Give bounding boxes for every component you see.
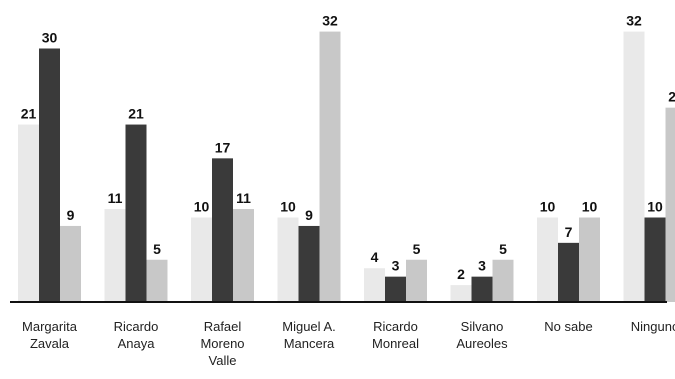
- bar-2-2: [233, 209, 254, 302]
- category-label-line: Anaya: [118, 336, 156, 351]
- bar-6-0: [537, 217, 558, 302]
- value-label-7-0: 32: [626, 13, 642, 29]
- value-label-4-0: 4: [371, 249, 379, 265]
- bar-4-2: [406, 259, 427, 302]
- value-label-0-1: 30: [42, 30, 58, 46]
- bar-3-1: [298, 225, 320, 302]
- bar-5-1: [471, 276, 493, 302]
- category-label-line: Ninguno: [631, 319, 675, 334]
- category-label-0: Margarita Zavala: [22, 319, 78, 351]
- bar-2-0: [191, 217, 212, 302]
- value-label-2-0: 10: [194, 199, 210, 215]
- bar-1-2: [146, 259, 168, 302]
- value-label-4-1: 3: [392, 258, 400, 274]
- category-label-7: Ninguno: [631, 319, 675, 334]
- bar-4-1: [385, 276, 406, 302]
- bar-0-1: [39, 48, 60, 302]
- category-label-line: Valle: [209, 353, 237, 368]
- bar-6-1: [558, 242, 579, 302]
- bar-7-2: [665, 107, 675, 303]
- value-labels-layer: 21309112151017111093243523510710321023: [21, 13, 675, 283]
- value-label-3-1: 9: [305, 207, 313, 223]
- value-label-3-0: 10: [280, 199, 296, 215]
- value-label-6-0: 10: [540, 199, 556, 215]
- value-label-7-1: 10: [647, 199, 663, 215]
- category-label-line: Aureoles: [456, 336, 508, 351]
- bar-5-0: [450, 285, 472, 302]
- value-label-4-2: 5: [413, 241, 421, 257]
- value-label-0-0: 21: [21, 106, 37, 122]
- value-label-1-2: 5: [153, 241, 161, 257]
- value-label-5-1: 3: [478, 258, 486, 274]
- category-label-line: Margarita: [22, 319, 78, 334]
- value-label-1-1: 21: [128, 106, 144, 122]
- bar-0-0: [18, 124, 39, 302]
- category-label-line: Mancera: [284, 336, 335, 351]
- category-label-1: Ricardo Anaya: [114, 319, 159, 351]
- category-label-6: No sabe: [544, 319, 592, 334]
- value-label-2-2: 11: [236, 190, 251, 206]
- value-label-3-2: 32: [322, 13, 338, 29]
- bar-4-0: [364, 268, 385, 302]
- category-label-line: Moreno: [200, 336, 244, 351]
- category-labels-layer: Margarita Zavala Ricardo Anaya Rafael Moreno V…: [22, 319, 675, 368]
- category-label-line: Silvano: [461, 319, 504, 334]
- value-label-6-1: 7: [565, 224, 573, 240]
- category-label-line: Miguel A.: [282, 319, 335, 334]
- category-label-line: Ricardo: [373, 319, 418, 334]
- bar-2-1: [212, 158, 233, 302]
- category-label-line: Zavala: [30, 336, 70, 351]
- bar-1-1: [125, 124, 147, 302]
- category-label-line: Monreal: [372, 336, 419, 351]
- category-label-3: Miguel A. Mancera: [282, 319, 335, 351]
- value-label-1-0: 11: [108, 190, 123, 206]
- value-label-5-0: 2: [457, 266, 465, 282]
- bar-3-2: [319, 31, 341, 302]
- bars-layer: [18, 31, 675, 303]
- value-label-2-1: 17: [215, 139, 231, 155]
- bar-5-2: [492, 259, 514, 302]
- category-label-5: Silvano Aureoles: [456, 319, 508, 351]
- category-label-4: Ricardo Monreal: [372, 319, 419, 351]
- bar-0-2: [60, 225, 81, 302]
- value-label-5-2: 5: [499, 241, 507, 257]
- bar-7-0: [623, 31, 645, 302]
- bar-7-1: [644, 217, 666, 302]
- bar-6-2: [579, 217, 600, 302]
- value-label-0-2: 9: [67, 207, 75, 223]
- category-label-line: Ricardo: [114, 319, 159, 334]
- value-label-6-2: 10: [582, 199, 598, 215]
- category-label-line: No sabe: [544, 319, 592, 334]
- bar-3-0: [277, 217, 299, 302]
- value-label-7-2: 23: [668, 89, 675, 105]
- category-label-2: Rafael Moreno Valle: [200, 319, 244, 368]
- category-label-line: Rafael: [204, 319, 242, 334]
- bar-1-0: [104, 209, 126, 302]
